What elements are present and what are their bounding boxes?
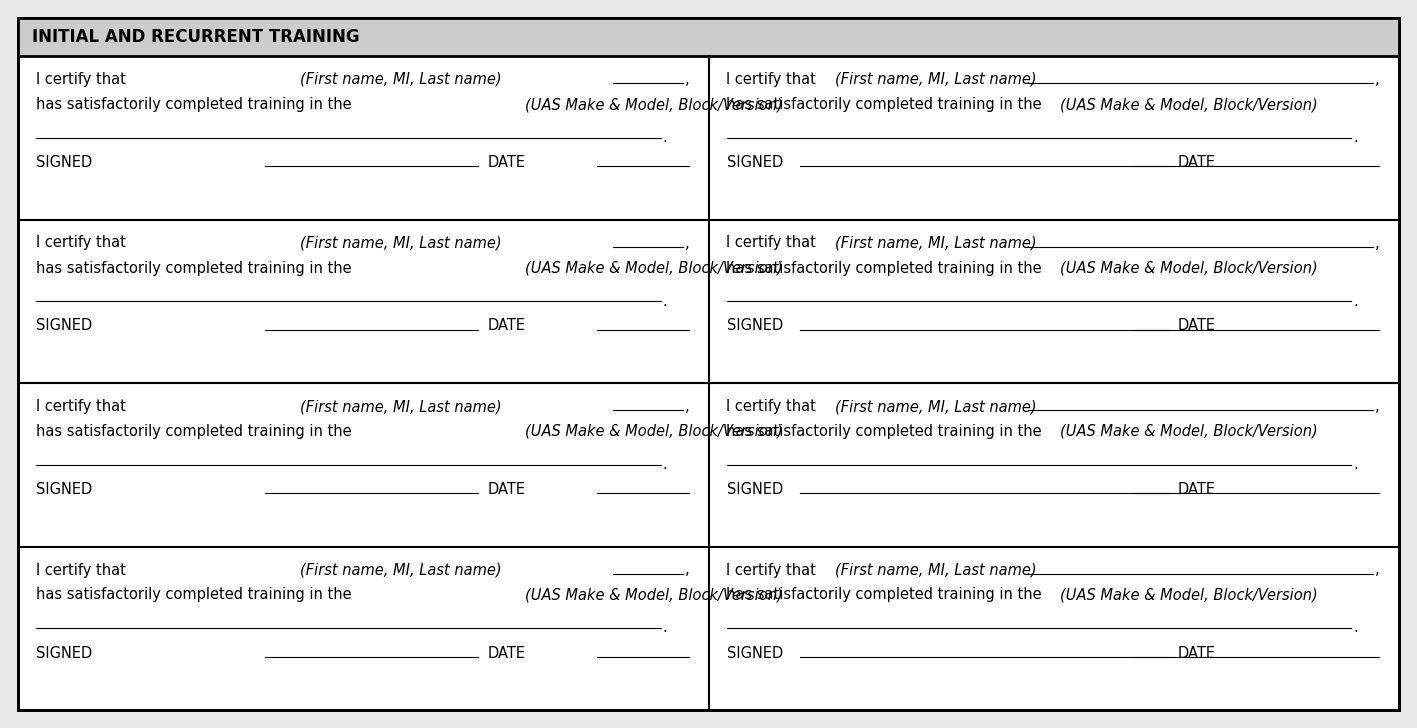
Text: has satisfactorily completed training in the: has satisfactorily completed training in… <box>727 97 1047 112</box>
Text: SIGNED: SIGNED <box>727 482 782 497</box>
Text: ,: , <box>684 563 689 577</box>
Text: DATE: DATE <box>1178 482 1216 497</box>
Text: I certify that: I certify that <box>35 235 130 250</box>
Text: (UAS Make & Model, Block/Version): (UAS Make & Model, Block/Version) <box>1060 424 1318 439</box>
Text: DATE: DATE <box>487 319 526 333</box>
Text: DATE: DATE <box>487 646 526 660</box>
Text: SIGNED: SIGNED <box>35 646 92 660</box>
Text: I certify that: I certify that <box>35 563 130 577</box>
Text: (UAS Make & Model, Block/Version): (UAS Make & Model, Block/Version) <box>1060 587 1318 603</box>
Text: has satisfactorily completed training in the: has satisfactorily completed training in… <box>35 424 356 439</box>
Text: (UAS Make & Model, Block/Version): (UAS Make & Model, Block/Version) <box>1060 261 1318 275</box>
Text: (UAS Make & Model, Block/Version): (UAS Make & Model, Block/Version) <box>526 424 784 439</box>
Text: ,: , <box>1374 399 1380 414</box>
Text: ,: , <box>684 235 689 250</box>
Text: SIGNED: SIGNED <box>727 319 782 333</box>
Text: DATE: DATE <box>1178 155 1216 170</box>
Text: ,: , <box>1374 72 1380 87</box>
Text: SIGNED: SIGNED <box>35 319 92 333</box>
Text: SIGNED: SIGNED <box>35 155 92 170</box>
Text: DATE: DATE <box>1178 646 1216 660</box>
Text: .: . <box>663 293 667 309</box>
Text: .: . <box>663 130 667 145</box>
Text: DATE: DATE <box>487 482 526 497</box>
Text: (UAS Make & Model, Block/Version): (UAS Make & Model, Block/Version) <box>526 587 784 603</box>
Text: (First name, MI, Last name): (First name, MI, Last name) <box>835 399 1036 414</box>
Text: .: . <box>1353 457 1357 472</box>
Text: ,: , <box>1374 235 1380 250</box>
Text: (First name, MI, Last name): (First name, MI, Last name) <box>835 235 1036 250</box>
Text: has satisfactorily completed training in the: has satisfactorily completed training in… <box>727 261 1047 275</box>
Text: (First name, MI, Last name): (First name, MI, Last name) <box>299 72 502 87</box>
Text: (First name, MI, Last name): (First name, MI, Last name) <box>835 563 1036 577</box>
Text: (First name, MI, Last name): (First name, MI, Last name) <box>299 563 502 577</box>
Text: DATE: DATE <box>1178 319 1216 333</box>
Text: I certify that: I certify that <box>727 235 820 250</box>
Text: I certify that: I certify that <box>35 399 130 414</box>
Text: I certify that: I certify that <box>727 72 820 87</box>
Text: I certify that: I certify that <box>727 399 820 414</box>
Text: (UAS Make & Model, Block/Version): (UAS Make & Model, Block/Version) <box>526 261 784 275</box>
Text: SIGNED: SIGNED <box>727 155 782 170</box>
Bar <box>18 18 1399 56</box>
Text: .: . <box>1353 620 1357 636</box>
Text: I certify that: I certify that <box>35 72 130 87</box>
Text: (UAS Make & Model, Block/Version): (UAS Make & Model, Block/Version) <box>1060 97 1318 112</box>
Text: has satisfactorily completed training in the: has satisfactorily completed training in… <box>35 587 356 603</box>
Text: (First name, MI, Last name): (First name, MI, Last name) <box>299 235 502 250</box>
Text: (First name, MI, Last name): (First name, MI, Last name) <box>299 399 502 414</box>
Text: (First name, MI, Last name): (First name, MI, Last name) <box>835 72 1036 87</box>
Text: has satisfactorily completed training in the: has satisfactorily completed training in… <box>727 587 1047 603</box>
Text: ,: , <box>684 399 689 414</box>
Text: DATE: DATE <box>487 155 526 170</box>
Text: SIGNED: SIGNED <box>727 646 782 660</box>
Text: has satisfactorily completed training in the: has satisfactorily completed training in… <box>35 97 356 112</box>
Text: .: . <box>1353 293 1357 309</box>
Text: has satisfactorily completed training in the: has satisfactorily completed training in… <box>727 424 1047 439</box>
Text: (UAS Make & Model, Block/Version): (UAS Make & Model, Block/Version) <box>526 97 784 112</box>
Text: has satisfactorily completed training in the: has satisfactorily completed training in… <box>35 261 356 275</box>
Text: .: . <box>663 620 667 636</box>
Text: ,: , <box>1374 563 1380 577</box>
Text: I certify that: I certify that <box>727 563 820 577</box>
Text: .: . <box>663 457 667 472</box>
Text: .: . <box>1353 130 1357 145</box>
Text: ,: , <box>684 72 689 87</box>
Text: INITIAL AND RECURRENT TRAINING: INITIAL AND RECURRENT TRAINING <box>33 28 360 46</box>
Text: SIGNED: SIGNED <box>35 482 92 497</box>
